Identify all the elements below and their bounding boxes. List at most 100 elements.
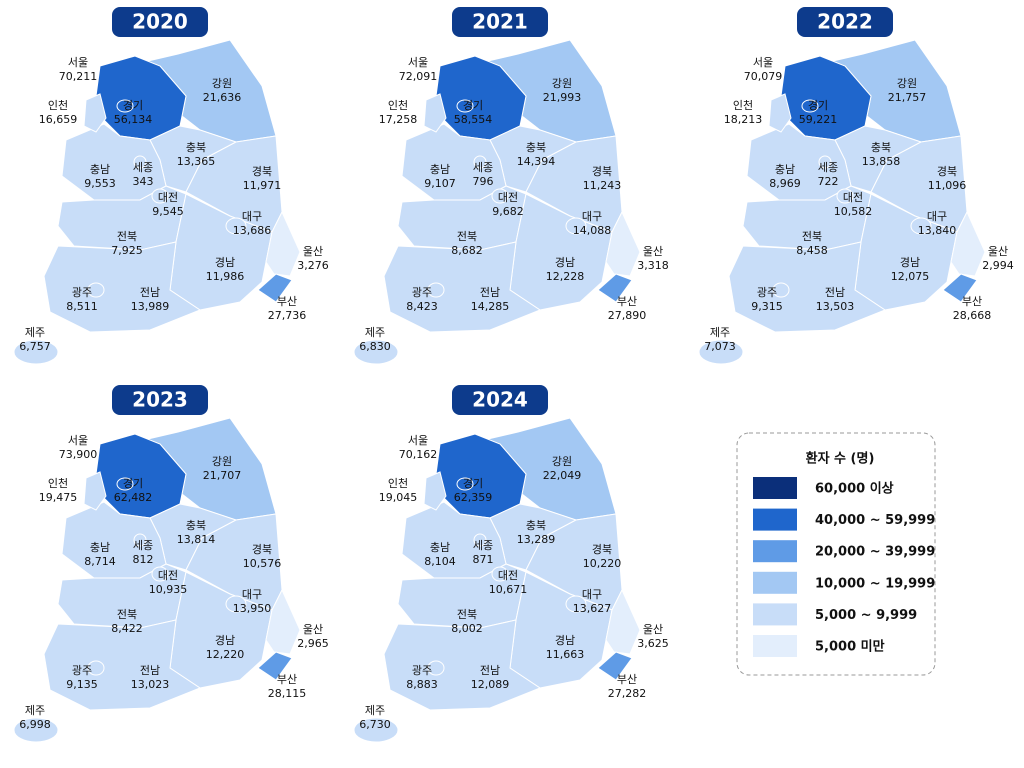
region-value: 18,213: [724, 113, 763, 126]
year-badge: [112, 385, 208, 415]
region-name: 부산: [277, 673, 297, 686]
region-name: 충북: [871, 141, 891, 154]
region-name: 서울: [408, 434, 428, 447]
region-value: 13,023: [131, 678, 170, 691]
legend-label: 5,000 ~ 9,999: [815, 608, 917, 623]
region-name: 부산: [617, 673, 637, 686]
legend-swatch: [753, 540, 797, 563]
region-name: 울산: [643, 245, 663, 258]
region-name: 전남: [825, 286, 845, 299]
region: [13, 339, 59, 365]
legend-label: 40,000 ~ 59,999: [815, 513, 935, 528]
region: [565, 595, 587, 613]
region-name: 울산: [303, 245, 323, 258]
region: [225, 217, 247, 235]
region-name: 부산: [962, 295, 982, 308]
region-value: 3,276: [297, 259, 329, 272]
region-name: 세종: [133, 161, 153, 174]
region-value: 58,554: [454, 113, 493, 126]
region: [116, 477, 134, 491]
legend-swatch: [753, 635, 797, 657]
region: [13, 717, 59, 743]
region-value: 28,668: [953, 309, 992, 322]
region-value: 13,814: [177, 533, 216, 546]
region-value: 9,135: [66, 678, 98, 691]
region-value: 14,394: [517, 155, 556, 168]
region-name: 전남: [480, 286, 500, 299]
region: [87, 660, 105, 676]
region-value: 21,993: [543, 91, 582, 104]
region: [942, 273, 978, 303]
region-value: 11,096: [928, 179, 967, 192]
region: [87, 282, 105, 298]
region-name: 충남: [775, 163, 795, 176]
region-name: 울산: [643, 623, 663, 636]
region: [401, 501, 507, 579]
year-badge: [112, 7, 208, 37]
region-value: 8,422: [111, 622, 143, 635]
region: [116, 99, 134, 113]
region: [565, 217, 587, 235]
region-name: 광주: [757, 286, 777, 299]
region-name: 광주: [412, 286, 432, 299]
legend-label: 5,000 미만: [815, 639, 885, 655]
region: [423, 93, 447, 133]
region-name: 광주: [72, 286, 92, 299]
region: [133, 533, 147, 547]
region-name: 경기: [123, 99, 143, 112]
region-name: 대구: [582, 210, 602, 223]
region-name: 경기: [463, 99, 483, 112]
region-name: 광주: [412, 664, 432, 677]
region-name: 울산: [988, 245, 1008, 258]
region-value: 3,625: [637, 637, 669, 650]
region: [768, 93, 792, 133]
region-value: 2,965: [297, 637, 329, 650]
region-value: 21,757: [888, 91, 927, 104]
region: [605, 588, 641, 655]
region-name: 제주: [710, 326, 730, 339]
region: [151, 566, 169, 582]
region-value: 27,282: [608, 687, 647, 700]
region-name: 제주: [25, 326, 45, 339]
region-name: 강원: [212, 455, 232, 468]
region: [383, 241, 542, 333]
region: [383, 619, 542, 711]
region-value: 11,986: [206, 270, 245, 283]
region-value: 62,482: [114, 491, 153, 504]
region-value: 13,289: [517, 533, 556, 546]
region-name: 경북: [592, 543, 612, 556]
region: [456, 99, 474, 113]
region: [473, 533, 487, 547]
region-name: 경기: [808, 99, 828, 112]
region-name: 경남: [215, 634, 235, 647]
region-value: 796: [473, 175, 494, 188]
region-name: 충남: [90, 163, 110, 176]
region-value: 13,840: [918, 224, 957, 237]
region-value: 13,858: [862, 155, 901, 168]
year-badge: [797, 7, 893, 37]
region-value: 13,950: [233, 602, 272, 615]
region-value: 10,671: [489, 583, 528, 596]
legend-label: 60,000 이상: [815, 481, 894, 497]
region-name: 경기: [123, 477, 143, 490]
region: [427, 282, 445, 298]
region-name: 광주: [72, 664, 92, 677]
region-name: 서울: [408, 56, 428, 69]
region-value: 812: [133, 553, 154, 566]
region-name: 전북: [457, 230, 477, 243]
region: [43, 619, 202, 711]
region-value: 12,075: [891, 270, 930, 283]
region-name: 대전: [843, 191, 863, 204]
region-name: 충남: [430, 163, 450, 176]
region-name: 서울: [753, 56, 773, 69]
region-name: 부산: [617, 295, 637, 308]
legend-title: 환자 수 (명): [806, 451, 875, 467]
region-value: 9,553: [84, 177, 116, 190]
region-value: 14,285: [471, 300, 510, 313]
region-value: 14,088: [573, 224, 612, 237]
region-name: 대전: [158, 191, 178, 204]
region-name: 충북: [526, 141, 546, 154]
region-name: 제주: [365, 704, 385, 717]
year-label: 2024: [472, 388, 528, 412]
region-value: 6,730: [359, 718, 391, 731]
